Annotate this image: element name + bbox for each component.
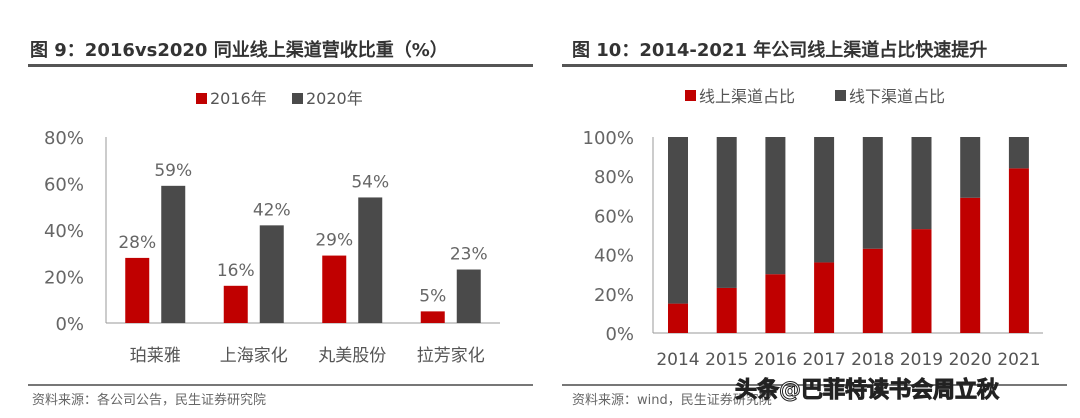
divider xyxy=(28,64,533,67)
y-tick-label: 20% xyxy=(594,285,634,306)
x-tick-label: 2014 xyxy=(656,350,699,370)
y-tick-label: 80% xyxy=(594,167,634,188)
legend-swatch xyxy=(685,90,696,101)
data-label: 54% xyxy=(351,172,389,192)
y-tick-label: 0% xyxy=(55,314,84,335)
x-tick-label: 2018 xyxy=(851,350,894,370)
bar-线上渠道占比-2020 xyxy=(960,197,981,333)
bar-线下渠道占比-2014 xyxy=(668,137,688,304)
bar-线上渠道占比-2016 xyxy=(765,274,786,333)
data-label: 29% xyxy=(315,231,353,251)
bar-线下渠道占比-2020 xyxy=(960,137,981,198)
bar-2016年-丸美股份 xyxy=(322,255,347,323)
data-label: 5% xyxy=(419,286,446,306)
bar-2020年-珀莱雅 xyxy=(161,185,186,323)
bar-线下渠道占比-2016 xyxy=(765,137,786,275)
legend-swatch xyxy=(835,90,846,101)
bar-线下渠道占比-2019 xyxy=(911,137,932,230)
bar-线上渠道占比-2021 xyxy=(1008,168,1029,333)
divider xyxy=(562,64,1067,67)
y-tick-label: 100% xyxy=(583,128,634,149)
x-tick-label: 2019 xyxy=(900,350,943,370)
bar-线上渠道占比-2017 xyxy=(814,262,835,333)
source-left: 资料来源：各公司公告，民生证券研究院 xyxy=(32,393,267,408)
legend-swatch xyxy=(196,93,207,104)
x-tick-label: 2017 xyxy=(802,350,845,370)
x-tick-label: 2020 xyxy=(949,350,992,370)
y-tick-label: 60% xyxy=(594,206,634,227)
bar-线上渠道占比-2019 xyxy=(911,229,932,333)
divider xyxy=(28,384,533,386)
y-tick-label: 0% xyxy=(605,324,634,345)
y-tick-label: 80% xyxy=(44,128,84,149)
bar-线下渠道占比-2015 xyxy=(716,137,737,288)
bar-线下渠道占比-2021 xyxy=(1008,137,1029,169)
y-tick-label: 20% xyxy=(44,268,84,289)
data-label: 59% xyxy=(154,161,192,181)
y-tick-label: 60% xyxy=(44,175,84,196)
bar-线上渠道占比-2018 xyxy=(862,248,883,333)
bar-线下渠道占比-2017 xyxy=(814,137,835,263)
chart-title-right: 图 10：2014-2021 年公司线上渠道占比快速提升 xyxy=(572,40,988,61)
chart-title-left: 图 9：2016vs2020 同业线上渠道营收比重（%） xyxy=(30,40,448,61)
x-tick-label: 2021 xyxy=(997,350,1040,370)
bar-2016年-上海家化 xyxy=(223,285,248,323)
bar-2016年-珀莱雅 xyxy=(125,257,150,323)
bar-线上渠道占比-2014 xyxy=(668,303,688,333)
watermark: 头条@巴菲特读书会周立秋 xyxy=(734,378,1000,404)
bar-线上渠道占比-2015 xyxy=(716,287,737,333)
y-tick-label: 40% xyxy=(594,246,634,267)
x-tick-label: 丸美股份 xyxy=(318,346,386,366)
legend-label: 2020年 xyxy=(306,89,363,108)
x-tick-label: 2016 xyxy=(754,350,797,370)
source-right: 资料来源：wind，民生证券研究院 xyxy=(572,393,772,408)
x-tick-label: 2015 xyxy=(705,350,748,370)
data-label: 42% xyxy=(253,200,291,220)
data-label: 23% xyxy=(450,245,488,265)
data-label: 28% xyxy=(118,233,156,253)
bar-线下渠道占比-2018 xyxy=(862,137,883,249)
x-tick-label: 拉芳家化 xyxy=(417,346,485,366)
bar-2020年-拉芳家化 xyxy=(456,269,481,323)
bar-2016年-拉芳家化 xyxy=(420,311,445,323)
data-label: 16% xyxy=(217,261,255,281)
legend-label: 线下渠道占比 xyxy=(849,87,945,106)
divider xyxy=(562,384,1067,386)
legend-label: 线上渠道占比 xyxy=(699,87,795,106)
bar-2020年-上海家化 xyxy=(259,225,284,323)
bar-2020年-丸美股份 xyxy=(358,197,383,323)
x-tick-label: 珀莱雅 xyxy=(130,346,181,366)
legend-label: 2016年 xyxy=(210,89,267,108)
x-tick-label: 上海家化 xyxy=(220,346,288,366)
y-tick-label: 40% xyxy=(44,221,84,242)
legend-swatch xyxy=(292,93,303,104)
